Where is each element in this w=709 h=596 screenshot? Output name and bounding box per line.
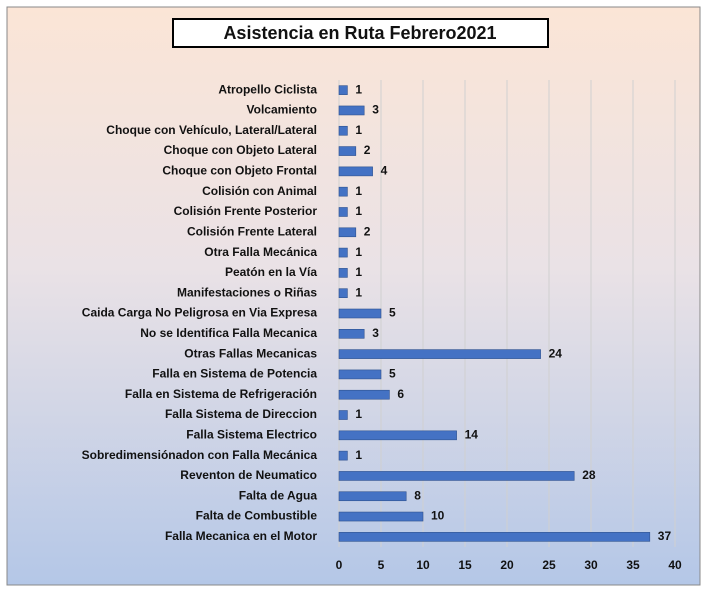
bar [338, 410, 348, 420]
y-tick-label: Colisión Frente Posterior [174, 204, 318, 218]
x-tick-label: 40 [668, 558, 682, 572]
bar [338, 105, 365, 116]
data-label: 10 [431, 509, 445, 523]
y-tick-label: Otras Fallas Mecanicas [184, 346, 317, 360]
bar [338, 227, 357, 238]
y-tick-label: Colisión Frente Lateral [187, 224, 317, 238]
x-tick-label: 25 [542, 558, 556, 572]
data-label: 5 [389, 306, 396, 320]
y-tick-label: Falla en Sistema de Refrigeración [125, 387, 317, 401]
x-tick-label: 15 [458, 558, 472, 572]
data-label: 3 [372, 103, 379, 117]
bar [338, 389, 390, 400]
data-label: 8 [414, 488, 421, 502]
bar [338, 146, 357, 156]
bar [338, 125, 348, 136]
data-label: 1 [355, 184, 362, 198]
y-tick-label: Peatón en la Vía [225, 265, 317, 279]
y-tick-label: Falla en Sistema de Potencia [152, 367, 317, 381]
x-tick-label: 20 [500, 558, 514, 572]
marks [338, 85, 651, 542]
y-tick-label: Manifestaciones o Riñas [177, 285, 317, 299]
y-tick-label: Choque con Objeto Lateral [164, 143, 317, 157]
y-tick-label: Falta de Agua [239, 488, 318, 502]
y-tick-label: Choque con Vehículo, Lateral/Lateral [106, 123, 317, 137]
bar [338, 532, 651, 542]
x-tick-label: 30 [584, 558, 598, 572]
bar [338, 430, 457, 441]
bar [338, 369, 382, 380]
x-tick-label: 10 [416, 558, 430, 572]
data-label: 28 [582, 468, 596, 482]
data-label: 1 [355, 123, 362, 137]
x-tick-label: 5 [378, 558, 385, 572]
y-tick-label: Atropello Ciclista [218, 82, 317, 96]
y-tick-label: Falta de Combustible [196, 509, 318, 523]
y-tick-label: Choque con Objeto Frontal [162, 164, 317, 178]
data-label: 1 [355, 204, 362, 218]
data-label: 5 [389, 367, 396, 381]
y-tick-label: Falla Sistema Electrico [186, 427, 317, 441]
y-tick-label: Falla Mecanica en el Motor [165, 529, 317, 543]
y-tick-label: Otra Falla Mecánica [204, 245, 317, 259]
data-label: 1 [355, 285, 362, 299]
data-label: 6 [397, 387, 404, 401]
y-tick-label: Sobredimensiónadon con Falla Mecánica [82, 448, 318, 462]
bar [338, 308, 382, 319]
bar [338, 186, 348, 197]
bar [338, 85, 348, 95]
bar [338, 349, 541, 359]
title-box [172, 18, 549, 48]
y-tick-label: Falla Sistema de Direccion [165, 407, 317, 421]
bar [338, 288, 348, 298]
data-label: 2 [364, 143, 371, 157]
y-tick-label: No se Identifica Falla Mecanica [140, 326, 317, 340]
data-label: 3 [372, 326, 379, 340]
bar [338, 511, 424, 522]
bar [338, 491, 407, 502]
bar [338, 247, 348, 258]
data-label: 37 [658, 529, 672, 543]
data-label: 2 [364, 224, 371, 238]
bar [338, 166, 373, 177]
data-label: 1 [355, 265, 362, 279]
y-tick-label: Caida Carga No Peligrosa en Via Expresa [82, 306, 318, 320]
data-label: 24 [549, 346, 563, 360]
y-tick-label: Reventon de Neumatico [180, 468, 317, 482]
bar [338, 268, 348, 278]
data-label: 1 [355, 407, 362, 421]
y-tick-label: Colisión con Animal [202, 184, 317, 198]
x-tick-label: 35 [626, 558, 640, 572]
data-label: 4 [381, 164, 388, 178]
y-tick-label: Volcamiento [247, 103, 317, 117]
chart-area [6, 6, 701, 586]
data-label: 1 [355, 448, 362, 462]
data-label: 1 [355, 82, 362, 96]
bar [338, 471, 575, 481]
data-label: 14 [465, 427, 479, 441]
bar [338, 329, 365, 339]
chart-title: Asistencia en Ruta Febrero2021 [223, 23, 496, 43]
data-label: 1 [355, 245, 362, 259]
bar [338, 207, 348, 217]
bar [338, 450, 348, 461]
x-tick-label: 0 [336, 558, 343, 572]
